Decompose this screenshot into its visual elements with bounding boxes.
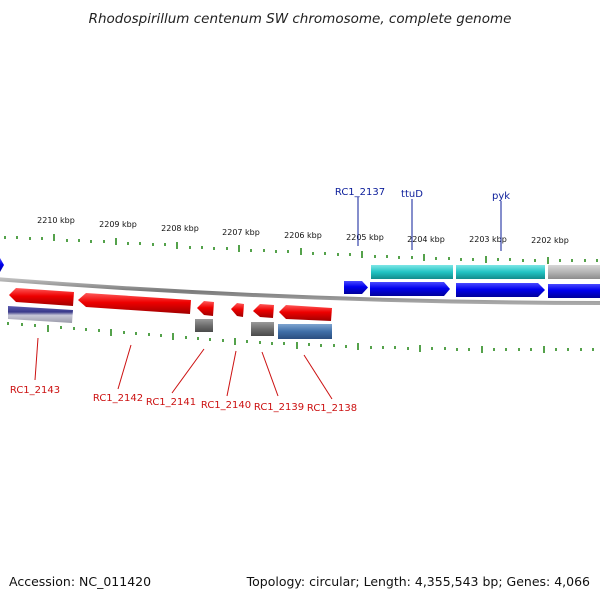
scale-label: 2210 kbp bbox=[37, 216, 75, 225]
scale-label: 2203 kbp bbox=[469, 235, 507, 244]
gene-label-pyk[interactable]: pyk bbox=[492, 191, 510, 202]
gene-label-RC1_2138[interactable]: RC1_2138 bbox=[307, 403, 357, 414]
reverse-feature-RC1_2141[interactable] bbox=[195, 319, 213, 332]
scale-labels: 2210 kbp 2209 kbp 2208 kbp 2207 kbp 2206… bbox=[37, 216, 569, 245]
leader-line bbox=[303, 354, 333, 400]
forward-gene-labels: RC1_2137 ttuD pyk bbox=[335, 187, 510, 251]
leader-line bbox=[34, 337, 39, 381]
reverse-gene-labels: RC1_2143 RC1_2142 RC1_2141 RC1_2140 RC1_… bbox=[10, 337, 357, 414]
reverse-gene-RC1_2142[interactable] bbox=[78, 293, 191, 314]
forward-gene-next[interactable] bbox=[548, 284, 600, 298]
reverse-gene-RC1_2139[interactable] bbox=[253, 304, 274, 318]
leader-line bbox=[261, 351, 279, 397]
reverse-scale-track bbox=[7, 322, 594, 353]
gene-label-RC1_2141[interactable]: RC1_2141 bbox=[146, 397, 196, 408]
scale-label: 2204 kbp bbox=[407, 235, 445, 244]
map-title: Rhodospirillum centenum SW chromosome, c… bbox=[89, 11, 512, 27]
leader-line bbox=[171, 348, 205, 394]
accession-text: Accession: NC_011420 bbox=[9, 574, 151, 589]
reverse-gene-RC1_2140[interactable] bbox=[231, 303, 244, 317]
forward-scale-track bbox=[4, 234, 598, 264]
gene-label-RC1_2139[interactable]: RC1_2139 bbox=[254, 402, 304, 413]
forward-feature-ttuD[interactable] bbox=[371, 265, 453, 279]
gene-label-RC1_2137[interactable]: RC1_2137 bbox=[335, 187, 385, 198]
leader-line bbox=[226, 350, 237, 397]
reverse-gene-RC1_2143[interactable] bbox=[9, 288, 74, 306]
chromosome-backbone bbox=[0, 277, 600, 305]
forward-gene-pyk[interactable] bbox=[456, 283, 545, 297]
forward-gene-partial-left[interactable] bbox=[0, 258, 4, 272]
scale-label: 2202 kbp bbox=[531, 236, 569, 245]
gene-label-RC1_2140[interactable]: RC1_2140 bbox=[201, 400, 251, 411]
scale-label: 2208 kbp bbox=[161, 224, 199, 233]
reverse-feature-RC1_2138[interactable] bbox=[278, 324, 332, 339]
gene-label-ttuD[interactable]: ttuD bbox=[401, 189, 423, 200]
scale-label: 2209 kbp bbox=[99, 220, 137, 229]
forward-gene-RC1_2137[interactable] bbox=[344, 281, 368, 294]
scale-label: 2206 kbp bbox=[284, 231, 322, 240]
scale-label: 2205 kbp bbox=[346, 233, 384, 242]
forward-feature-pyk[interactable] bbox=[456, 265, 545, 279]
reverse-gene-RC1_2141[interactable] bbox=[197, 301, 214, 316]
gene-label-RC1_2142[interactable]: RC1_2142 bbox=[93, 393, 143, 404]
reverse-gene-RC1_2138[interactable] bbox=[279, 305, 332, 321]
genome-summary-text: Topology: circular; Length: 4,355,543 bp… bbox=[246, 574, 590, 589]
scale-label: 2207 kbp bbox=[222, 228, 260, 237]
reverse-feature-RC1_2139[interactable] bbox=[251, 322, 274, 336]
forward-gene-ttuD[interactable] bbox=[370, 282, 450, 296]
gene-label-RC1_2143[interactable]: RC1_2143 bbox=[10, 385, 60, 396]
reverse-feature-RC1_2143[interactable] bbox=[8, 306, 73, 323]
forward-feature-next[interactable] bbox=[548, 265, 600, 279]
leader-line bbox=[117, 344, 132, 390]
